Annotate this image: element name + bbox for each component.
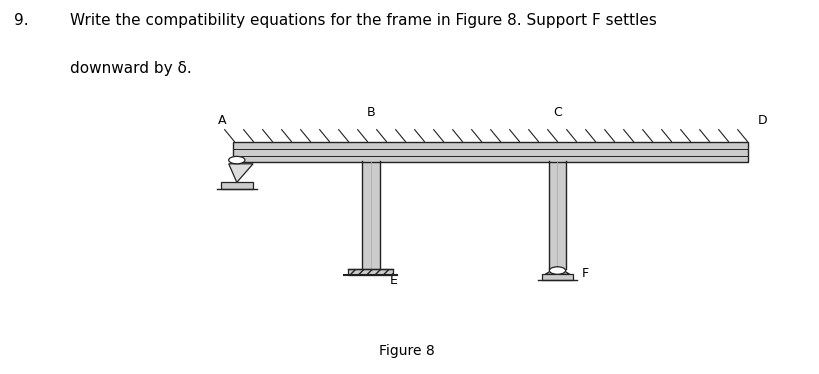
Circle shape <box>549 267 565 274</box>
Text: F: F <box>581 267 588 280</box>
Circle shape <box>229 156 245 164</box>
Bar <box>548 161 566 269</box>
Bar <box>361 161 379 269</box>
Bar <box>220 183 253 189</box>
Polygon shape <box>229 164 253 183</box>
Bar <box>348 269 392 275</box>
Text: Write the compatibility equations for the frame in Figure 8. Support F settles: Write the compatibility equations for th… <box>70 12 657 28</box>
Bar <box>233 141 748 162</box>
Text: D: D <box>757 114 767 127</box>
Bar <box>348 269 392 275</box>
Polygon shape <box>545 267 569 274</box>
Text: E: E <box>389 274 397 287</box>
Text: A: A <box>218 114 226 127</box>
Text: C: C <box>553 105 561 119</box>
Text: downward by δ.: downward by δ. <box>70 61 192 76</box>
Text: 9.: 9. <box>14 12 28 28</box>
Bar <box>541 274 572 280</box>
Text: B: B <box>366 105 374 119</box>
Text: Figure 8: Figure 8 <box>379 344 435 358</box>
